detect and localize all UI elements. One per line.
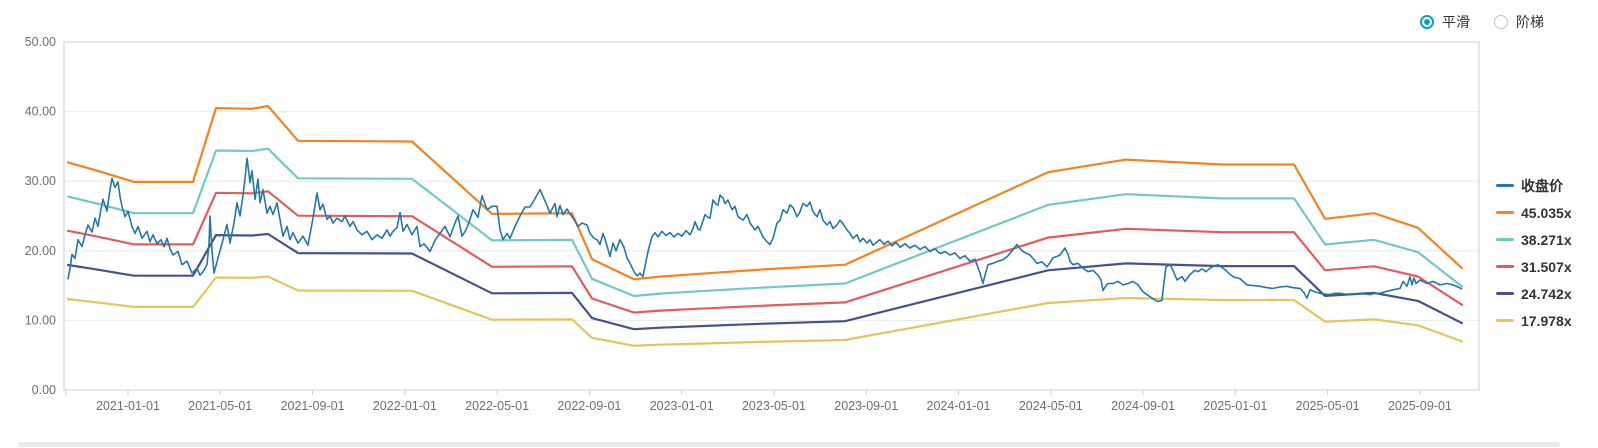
x-axis-label: 2023-09-01 bbox=[834, 399, 898, 413]
legend-item-price[interactable]: 收盘价 bbox=[1496, 176, 1572, 195]
legend-swatch-icon bbox=[1496, 319, 1514, 322]
x-axis-label: 2024-09-01 bbox=[1111, 399, 1175, 413]
legend-label: 31.507x bbox=[1521, 258, 1572, 275]
legend-swatch-icon bbox=[1496, 211, 1514, 214]
legend-item-31.507x[interactable]: 31.507x bbox=[1496, 257, 1572, 276]
x-axis-label: 2025-09-01 bbox=[1388, 399, 1452, 413]
legend-label: 38.271x bbox=[1521, 231, 1572, 248]
horizontal-scrollbar[interactable] bbox=[18, 442, 1560, 447]
x-axis-label: 2023-05-01 bbox=[742, 399, 806, 413]
y-axis-label: 0.00 bbox=[32, 383, 56, 397]
x-axis-label: 2024-05-01 bbox=[1019, 399, 1083, 413]
x-axis-label: 2022-09-01 bbox=[557, 399, 621, 413]
x-axis-label: 2022-01-01 bbox=[373, 399, 437, 413]
radio-unselected-icon[interactable] bbox=[1494, 15, 1508, 29]
radio-step[interactable]: 阶梯 bbox=[1494, 12, 1544, 32]
legend-item-38.271x[interactable]: 38.271x bbox=[1496, 230, 1572, 249]
radio-step-label: 阶梯 bbox=[1516, 14, 1544, 30]
legend-item-45.035x[interactable]: 45.035x bbox=[1496, 203, 1572, 222]
legend-swatch-icon bbox=[1496, 184, 1514, 187]
chart-legend: 收盘价 45.035x 38.271x 31.507x 24.742x 17.978x bbox=[1496, 176, 1572, 330]
legend-label: 45.035x bbox=[1521, 204, 1572, 221]
radio-smooth-label: 平滑 bbox=[1442, 14, 1470, 30]
price-line bbox=[67, 157, 1463, 303]
band-line-38.271x bbox=[66, 147, 1464, 298]
y-axis-label: 50.00 bbox=[25, 35, 56, 49]
x-axis-label: 2023-01-01 bbox=[650, 399, 714, 413]
band-line-31.507x bbox=[66, 190, 1464, 314]
band-line-24.742x bbox=[66, 232, 1464, 331]
x-axis-label: 2025-01-01 bbox=[1203, 399, 1267, 413]
y-axis-label: 20.00 bbox=[25, 244, 56, 258]
x-axis-label: 2024-01-01 bbox=[927, 399, 991, 413]
legend-label: 17.978x bbox=[1521, 312, 1572, 329]
band-line-45.035x bbox=[66, 104, 1464, 281]
x-axis-label: 2021-09-01 bbox=[281, 399, 345, 413]
legend-item-17.978x[interactable]: 17.978x bbox=[1496, 311, 1572, 330]
radio-selected-icon[interactable] bbox=[1420, 15, 1434, 29]
y-axis-label: 30.00 bbox=[25, 174, 56, 188]
x-axis-label: 2021-01-01 bbox=[96, 399, 160, 413]
x-axis-label: 2022-05-01 bbox=[465, 399, 529, 413]
legend-swatch-icon bbox=[1496, 265, 1514, 268]
band-line-17.978x bbox=[66, 275, 1464, 347]
x-axis-label: 2021-05-01 bbox=[188, 399, 252, 413]
legend-swatch-icon bbox=[1496, 238, 1514, 241]
legend-swatch-icon bbox=[1496, 292, 1514, 295]
legend-item-24.742x[interactable]: 24.742x bbox=[1496, 284, 1572, 303]
y-axis-label: 40.00 bbox=[25, 105, 56, 119]
legend-label: 24.742x bbox=[1521, 285, 1572, 302]
plot-border bbox=[63, 41, 1480, 391]
x-axis-label: 2025-05-01 bbox=[1296, 399, 1360, 413]
legend-label: 收盘价 bbox=[1521, 177, 1563, 194]
radio-smooth[interactable]: 平滑 bbox=[1420, 12, 1470, 32]
y-axis-label: 10.00 bbox=[25, 313, 56, 327]
line-style-toggle: 平滑 阶梯 bbox=[1420, 12, 1544, 32]
